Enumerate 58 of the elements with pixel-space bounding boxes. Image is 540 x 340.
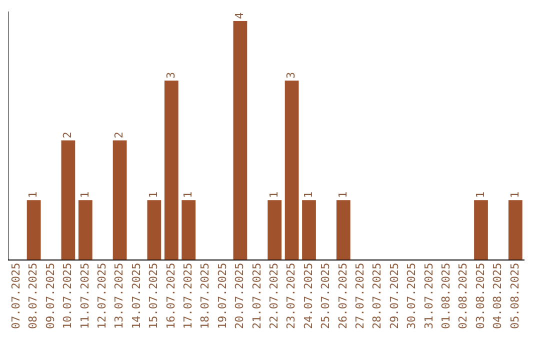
x-tick-label: 01.08.2025 <box>439 262 452 330</box>
bar <box>147 200 162 260</box>
data-label: 1 <box>78 191 92 198</box>
x-tick-label: 23.07.2025 <box>284 262 298 330</box>
x-tick-label: 04.08.2025 <box>491 262 504 330</box>
x-tick-label: 19.07.2025 <box>216 262 229 330</box>
bar <box>474 200 488 260</box>
x-tick-label: 22.07.2025 <box>267 262 280 330</box>
x-tick-label: 21.07.2025 <box>250 262 264 330</box>
bar <box>164 80 178 260</box>
x-tick-label: 17.07.2025 <box>181 262 194 330</box>
x-tick-label: 07.07.2025 <box>9 262 22 330</box>
data-label: 1 <box>181 191 194 198</box>
x-tick-label: 18.07.2025 <box>198 262 212 330</box>
x-tick-label: 03.08.2025 <box>474 262 487 330</box>
x-tick-label: 15.07.2025 <box>147 262 160 330</box>
x-tick-label: 16.07.2025 <box>164 262 178 330</box>
data-label: 1 <box>508 191 522 198</box>
data-label: 2 <box>61 132 74 138</box>
bar <box>61 140 76 260</box>
x-tick-label: 02.08.2025 <box>456 262 470 330</box>
bar <box>26 200 41 260</box>
x-tick-label: 10.07.2025 <box>61 262 74 330</box>
data-label: 1 <box>26 191 40 198</box>
data-label: 1 <box>302 191 315 198</box>
bar <box>508 200 522 260</box>
bar <box>284 80 299 260</box>
data-label: 1 <box>474 191 487 198</box>
bar <box>182 200 196 260</box>
bar <box>78 200 92 260</box>
x-tick-label: 27.07.2025 <box>353 262 366 330</box>
x-tick-label: 09.07.2025 <box>44 262 57 330</box>
data-label: 2 <box>112 132 126 138</box>
x-tick-label: 08.07.2025 <box>26 262 40 330</box>
bar <box>302 200 316 260</box>
data-label: 1 <box>336 191 350 198</box>
data-label: 3 <box>164 72 178 79</box>
x-tick-label: 13.07.2025 <box>112 262 126 330</box>
x-tick-label: 29.07.2025 <box>388 262 401 330</box>
x-tick-label: 31.07.2025 <box>422 262 436 330</box>
x-tick-label: 28.07.2025 <box>370 262 384 330</box>
bar <box>336 200 350 260</box>
x-tick-label: 05.08.2025 <box>508 262 522 330</box>
bar <box>112 140 127 260</box>
data-label: 1 <box>267 191 280 198</box>
data-label: 4 <box>233 12 246 19</box>
data-label: 1 <box>147 191 160 198</box>
data-label: 3 <box>284 72 298 79</box>
x-tick-label: 24.07.2025 <box>302 262 315 330</box>
bar <box>268 200 282 260</box>
x-tick-label: 14.07.2025 <box>130 262 143 330</box>
x-tick-label: 25.07.2025 <box>319 262 332 330</box>
x-tick-label: 11.07.2025 <box>78 262 92 330</box>
bar <box>233 20 248 260</box>
x-tick-label: 12.07.2025 <box>95 262 108 330</box>
x-tick-label: 20.07.2025 <box>233 262 246 330</box>
x-tick-label: 26.07.2025 <box>336 262 350 330</box>
x-tick-label: 30.07.2025 <box>405 262 418 330</box>
